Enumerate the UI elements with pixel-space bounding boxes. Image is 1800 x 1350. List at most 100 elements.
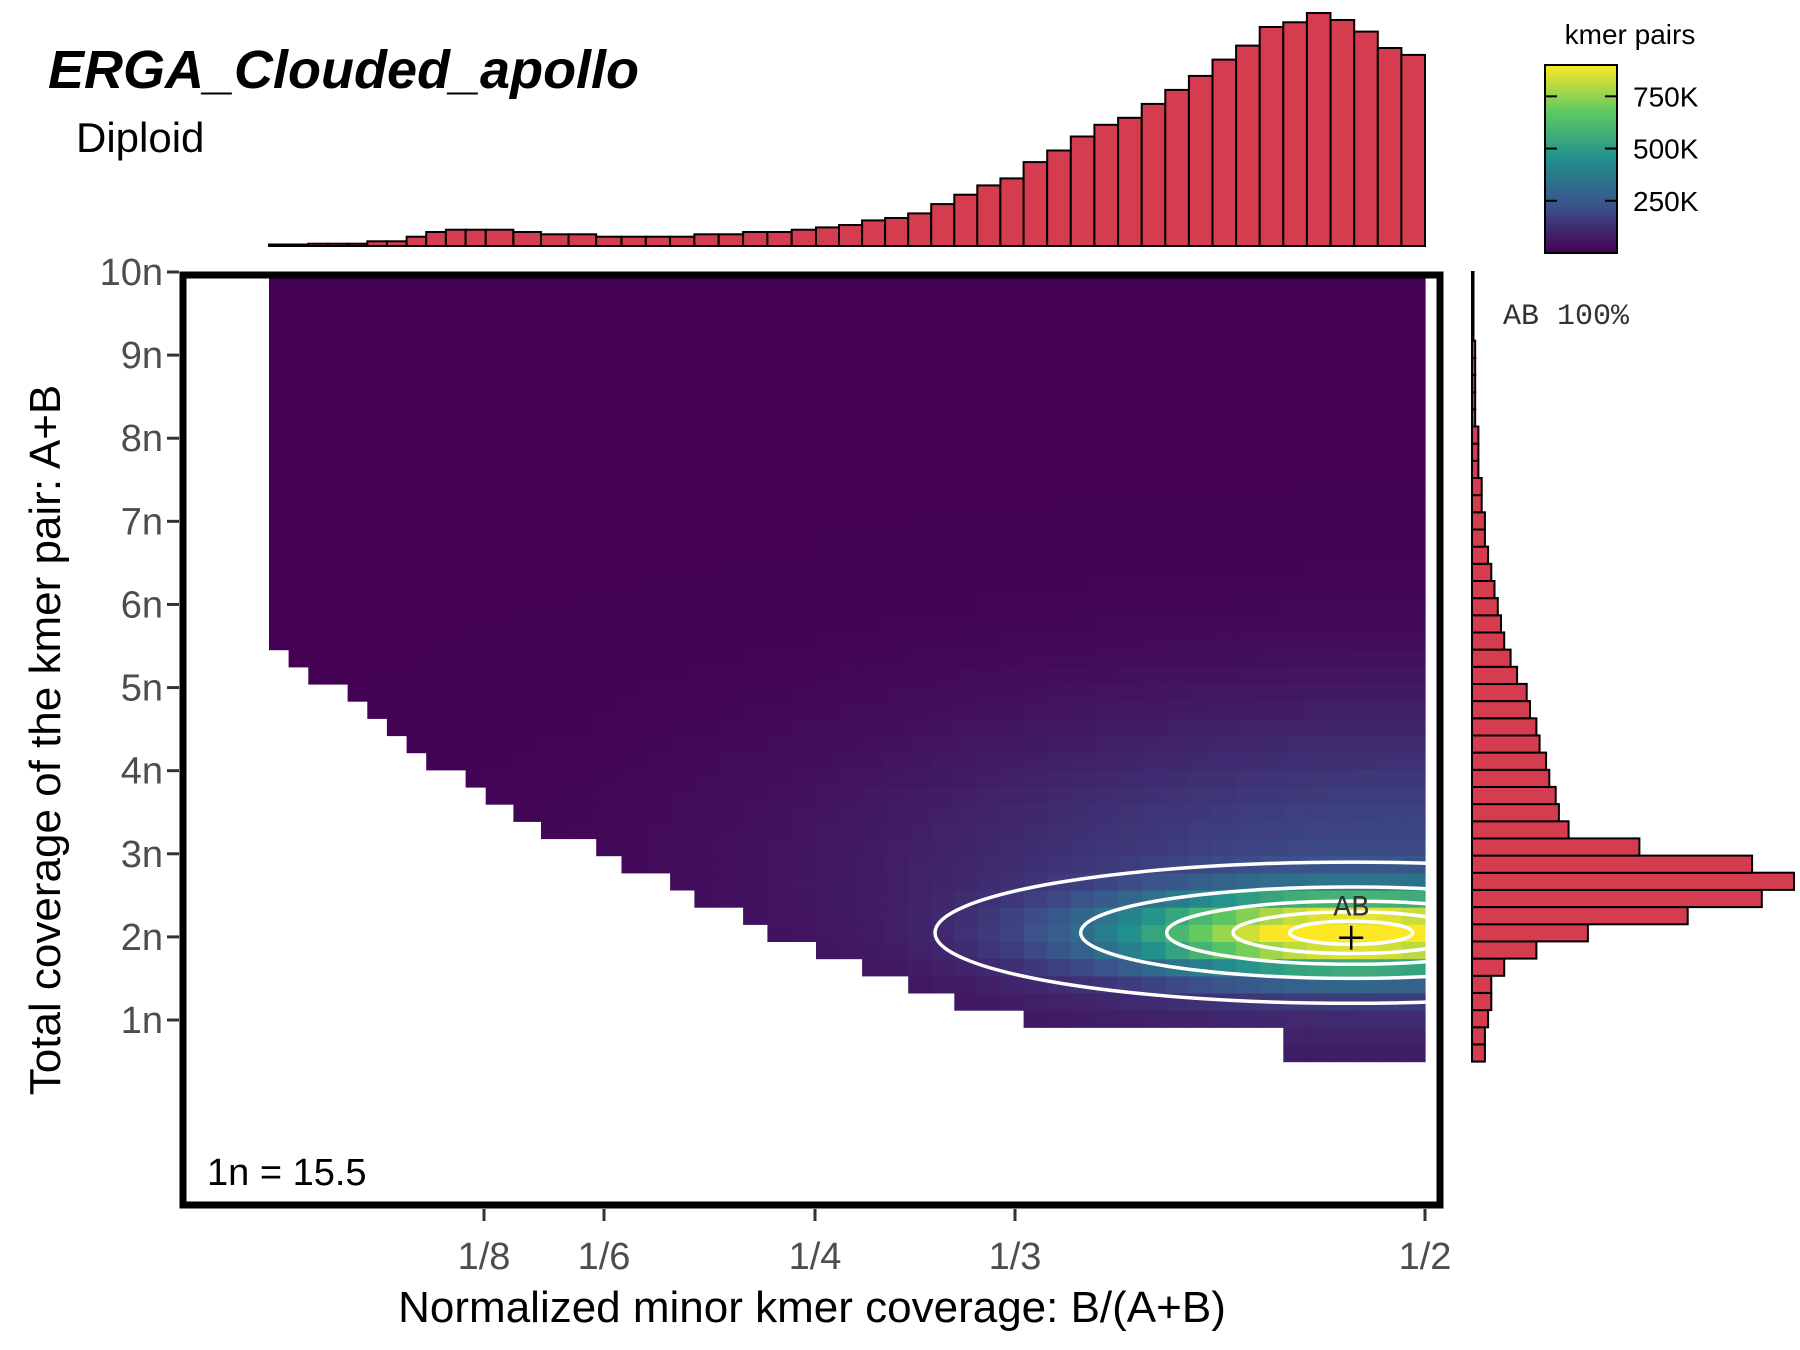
heatmap-cell [1047,735,1072,754]
heatmap-cell [327,546,349,565]
heatmap-cell [1283,289,1308,307]
heatmap-cell [596,375,622,393]
heatmap-cell [269,306,290,325]
heatmap-cell [1306,495,1332,513]
heatmap-cell [269,443,290,462]
heatmap-cell [1306,1027,1332,1045]
heatmap-cell [596,529,622,548]
heatmap-cell [767,924,793,942]
heatmap-cell [513,375,542,393]
heatmap-cell [1141,289,1166,307]
heatmap-cell [367,443,388,462]
heatmap-cell [977,821,1001,840]
heatmap-cell [816,752,840,771]
heatmap-cell [1047,838,1072,857]
heatmap-cell [1165,735,1190,754]
heatmap-cell [1118,598,1143,616]
heatmap-cell [1047,855,1072,874]
heatmap-cell [406,426,427,445]
heatmap-cell [1023,855,1048,874]
heatmap-cell [791,375,817,393]
heatmap-cell [694,512,720,531]
heatmap-cell [367,357,388,376]
heatmap-cell [1377,340,1402,359]
heatmap-cell [954,546,978,565]
heatmap-cell [1283,804,1308,822]
heatmap-cell [1330,718,1355,737]
heatmap-cell [1283,889,1308,908]
heatmap-cell [1401,769,1426,788]
heatmap-cell [541,512,570,531]
heatmap-cell [568,786,597,805]
heatmap-cell [1094,275,1119,290]
heatmap-cell [1330,1010,1355,1028]
heatmap-cell [269,409,290,428]
heatmap-cell [1000,392,1025,410]
heatmap-cell [862,546,886,565]
heatmap-cell [1377,683,1402,702]
heatmap-cell [1094,701,1119,719]
heatmap-cell [791,889,817,908]
heatmap-cell [386,460,408,479]
heatmap-cell [621,838,647,857]
heatmap-cell [288,615,309,634]
heatmap-cell [694,409,720,428]
heatmap-cell [308,615,329,634]
heatmap-cell [694,598,720,616]
heatmap-cell [1118,907,1143,925]
heatmap-cell [1354,769,1379,788]
heatmap-cell [1401,752,1426,771]
heatmap-cell [513,786,542,805]
smudge-summary-label: AB 100% [1503,300,1630,334]
heatmap-cell [1212,340,1237,359]
heatmap-cell [1000,546,1025,565]
heatmap-cell [670,872,695,891]
coverage-annotation: 1n = 15.5 [207,1152,367,1194]
heatmap-cell [1212,975,1237,994]
heatmap-cell [308,392,329,410]
heatmap-cell [1212,838,1237,857]
heatmap-cell [1236,563,1261,582]
heatmap-cell [791,598,817,616]
heatmap-cell [954,924,978,942]
heatmap-cell [1047,392,1072,410]
heatmap-cell [645,666,671,685]
heatmap-cell [767,683,793,702]
heatmap-cell [513,426,542,445]
heatmap-cell [694,769,720,788]
heatmap-cell [816,786,840,805]
heatmap-cell [1377,666,1402,685]
heatmap-cell [791,275,817,290]
heatmap-cell [977,306,1001,325]
heatmap-cell [885,443,909,462]
heatmap-cell [327,563,349,582]
heatmap-cell [465,375,487,393]
heatmap-cell [308,340,329,359]
heatmap-cell [1377,512,1402,531]
heatmap-cell [862,838,886,857]
heatmap-cell [386,546,408,565]
heatmap-cell [1330,340,1355,359]
heatmap-cell [485,478,514,496]
heatmap-cell [1330,323,1355,342]
heatmap-cell [767,821,793,840]
heatmap-cell [670,409,695,428]
heatmap-cell [931,357,955,376]
heatmap-cell [1165,529,1190,548]
top-hist-bar [540,233,570,248]
heatmap-cell [1401,821,1426,840]
heatmap-cell [568,306,597,325]
heatmap-cell [1023,735,1048,754]
heatmap-cell [767,443,793,462]
heatmap-cell [347,460,368,479]
heatmap-cell [1118,478,1143,496]
heatmap-cell [977,289,1001,307]
heatmap-cell [885,872,909,891]
heatmap-cell [568,563,597,582]
heatmap-cell [954,375,978,393]
heatmap-cell [1000,838,1025,857]
heatmap-cell [1330,563,1355,582]
x-tick-label: 1/4 [789,1236,842,1278]
heatmap-cell [596,495,622,513]
